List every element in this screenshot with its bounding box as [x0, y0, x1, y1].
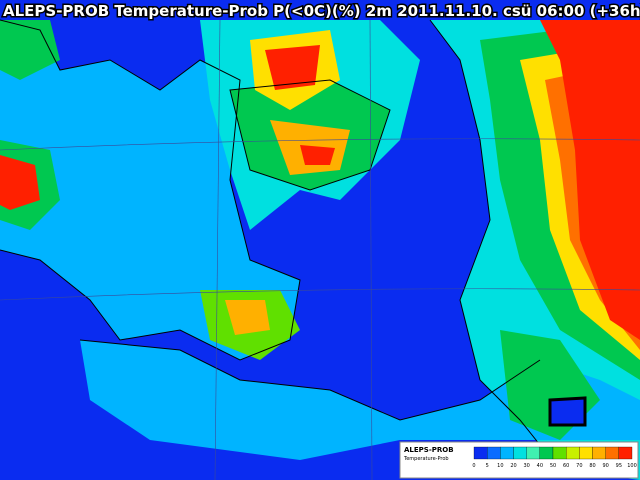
colorbar-label: 50 [550, 463, 556, 469]
colorbar-label: 0 [472, 463, 475, 469]
colorbar-swatch [539, 446, 554, 460]
colorbar-label: 90 [602, 463, 608, 469]
map-title: ALEPS-PROB Temperature-Prob P(<0C)(%) 2m… [3, 2, 640, 20]
colorbar-label: 5 [486, 463, 489, 469]
colorbar-label: 95 [616, 463, 622, 469]
colorbar-label: 40 [537, 463, 543, 469]
colorbar-label: 10 [497, 463, 503, 469]
probability-field [0, 20, 640, 480]
colorbar-label: 70 [576, 463, 582, 469]
colorbar-swatch [526, 446, 540, 460]
graticule [0, 19, 640, 480]
colorbar-label: 80 [589, 463, 595, 469]
legend-subtitle: Temperature-Prob [403, 456, 449, 462]
colorbar-label: 30 [523, 463, 529, 469]
colorbar-swatch [579, 446, 593, 460]
legend-title: ALEPS-PROB [404, 446, 454, 454]
colorbar-swatch [487, 446, 501, 460]
colorbar-swatch [473, 446, 488, 460]
colorbar-swatch [566, 446, 580, 460]
colorbar-label: 60 [563, 463, 569, 469]
colorbar-swatch [605, 446, 619, 460]
colorbar-label: 100 [627, 463, 637, 469]
colorbar-swatch [618, 446, 633, 460]
contour-lines [0, 19, 561, 471]
colorbar-label: 20 [510, 463, 516, 469]
colorbar: 0 5 10 20 30 40 50 60 70 80 90 95 100 [472, 446, 637, 469]
legend: ALEPS-PROB Temperature-Prob 0 5 10 20 30 40 50… [399, 441, 639, 479]
colorbar-swatch [592, 446, 606, 460]
colorbar-swatch [500, 446, 514, 460]
colorbar-swatch [552, 446, 567, 460]
colorbar-swatch [513, 446, 527, 460]
